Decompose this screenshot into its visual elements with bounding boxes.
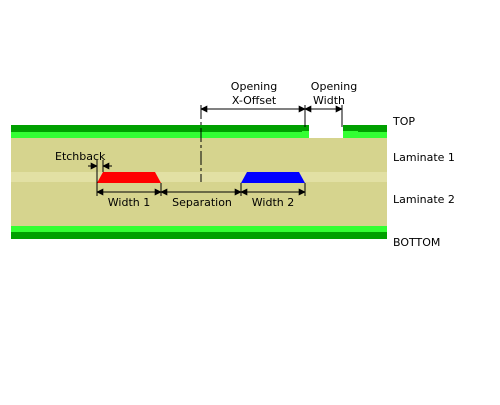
bottom-copper-dark (11, 232, 387, 239)
etchback-label: Etchback (55, 150, 106, 163)
opening-width-label-line2: Width (313, 94, 345, 107)
bottom-copper-light (11, 226, 387, 232)
layer-label-laminate1: Laminate 1 (393, 151, 455, 164)
opening-xoffset-label-line2: X-Offset (232, 94, 277, 107)
trace-1 (97, 172, 161, 183)
width1-label-bg (104, 195, 154, 209)
layer-label-bottom: BOTTOM (393, 236, 440, 249)
layer-label-laminate2: Laminate 2 (393, 193, 455, 206)
width1-label: Width 1 (108, 196, 150, 209)
width2-label-bg (248, 195, 298, 209)
top-copper-light (11, 132, 387, 138)
laminate-interface-band (11, 172, 387, 182)
opening-width-label-line1: Opening (311, 80, 357, 93)
layer-label-top: TOP (392, 115, 415, 128)
opening-step-right (343, 131, 358, 138)
trace-2 (241, 172, 305, 183)
width2-label: Width 2 (252, 196, 294, 209)
separation-label-bg (170, 195, 234, 209)
copper-opening (309, 125, 343, 138)
opening-xoffset-label-line1: Opening (231, 80, 277, 93)
opening-step-left (302, 131, 309, 138)
top-copper-dark (11, 125, 387, 132)
separation-label: Separation (172, 196, 232, 209)
